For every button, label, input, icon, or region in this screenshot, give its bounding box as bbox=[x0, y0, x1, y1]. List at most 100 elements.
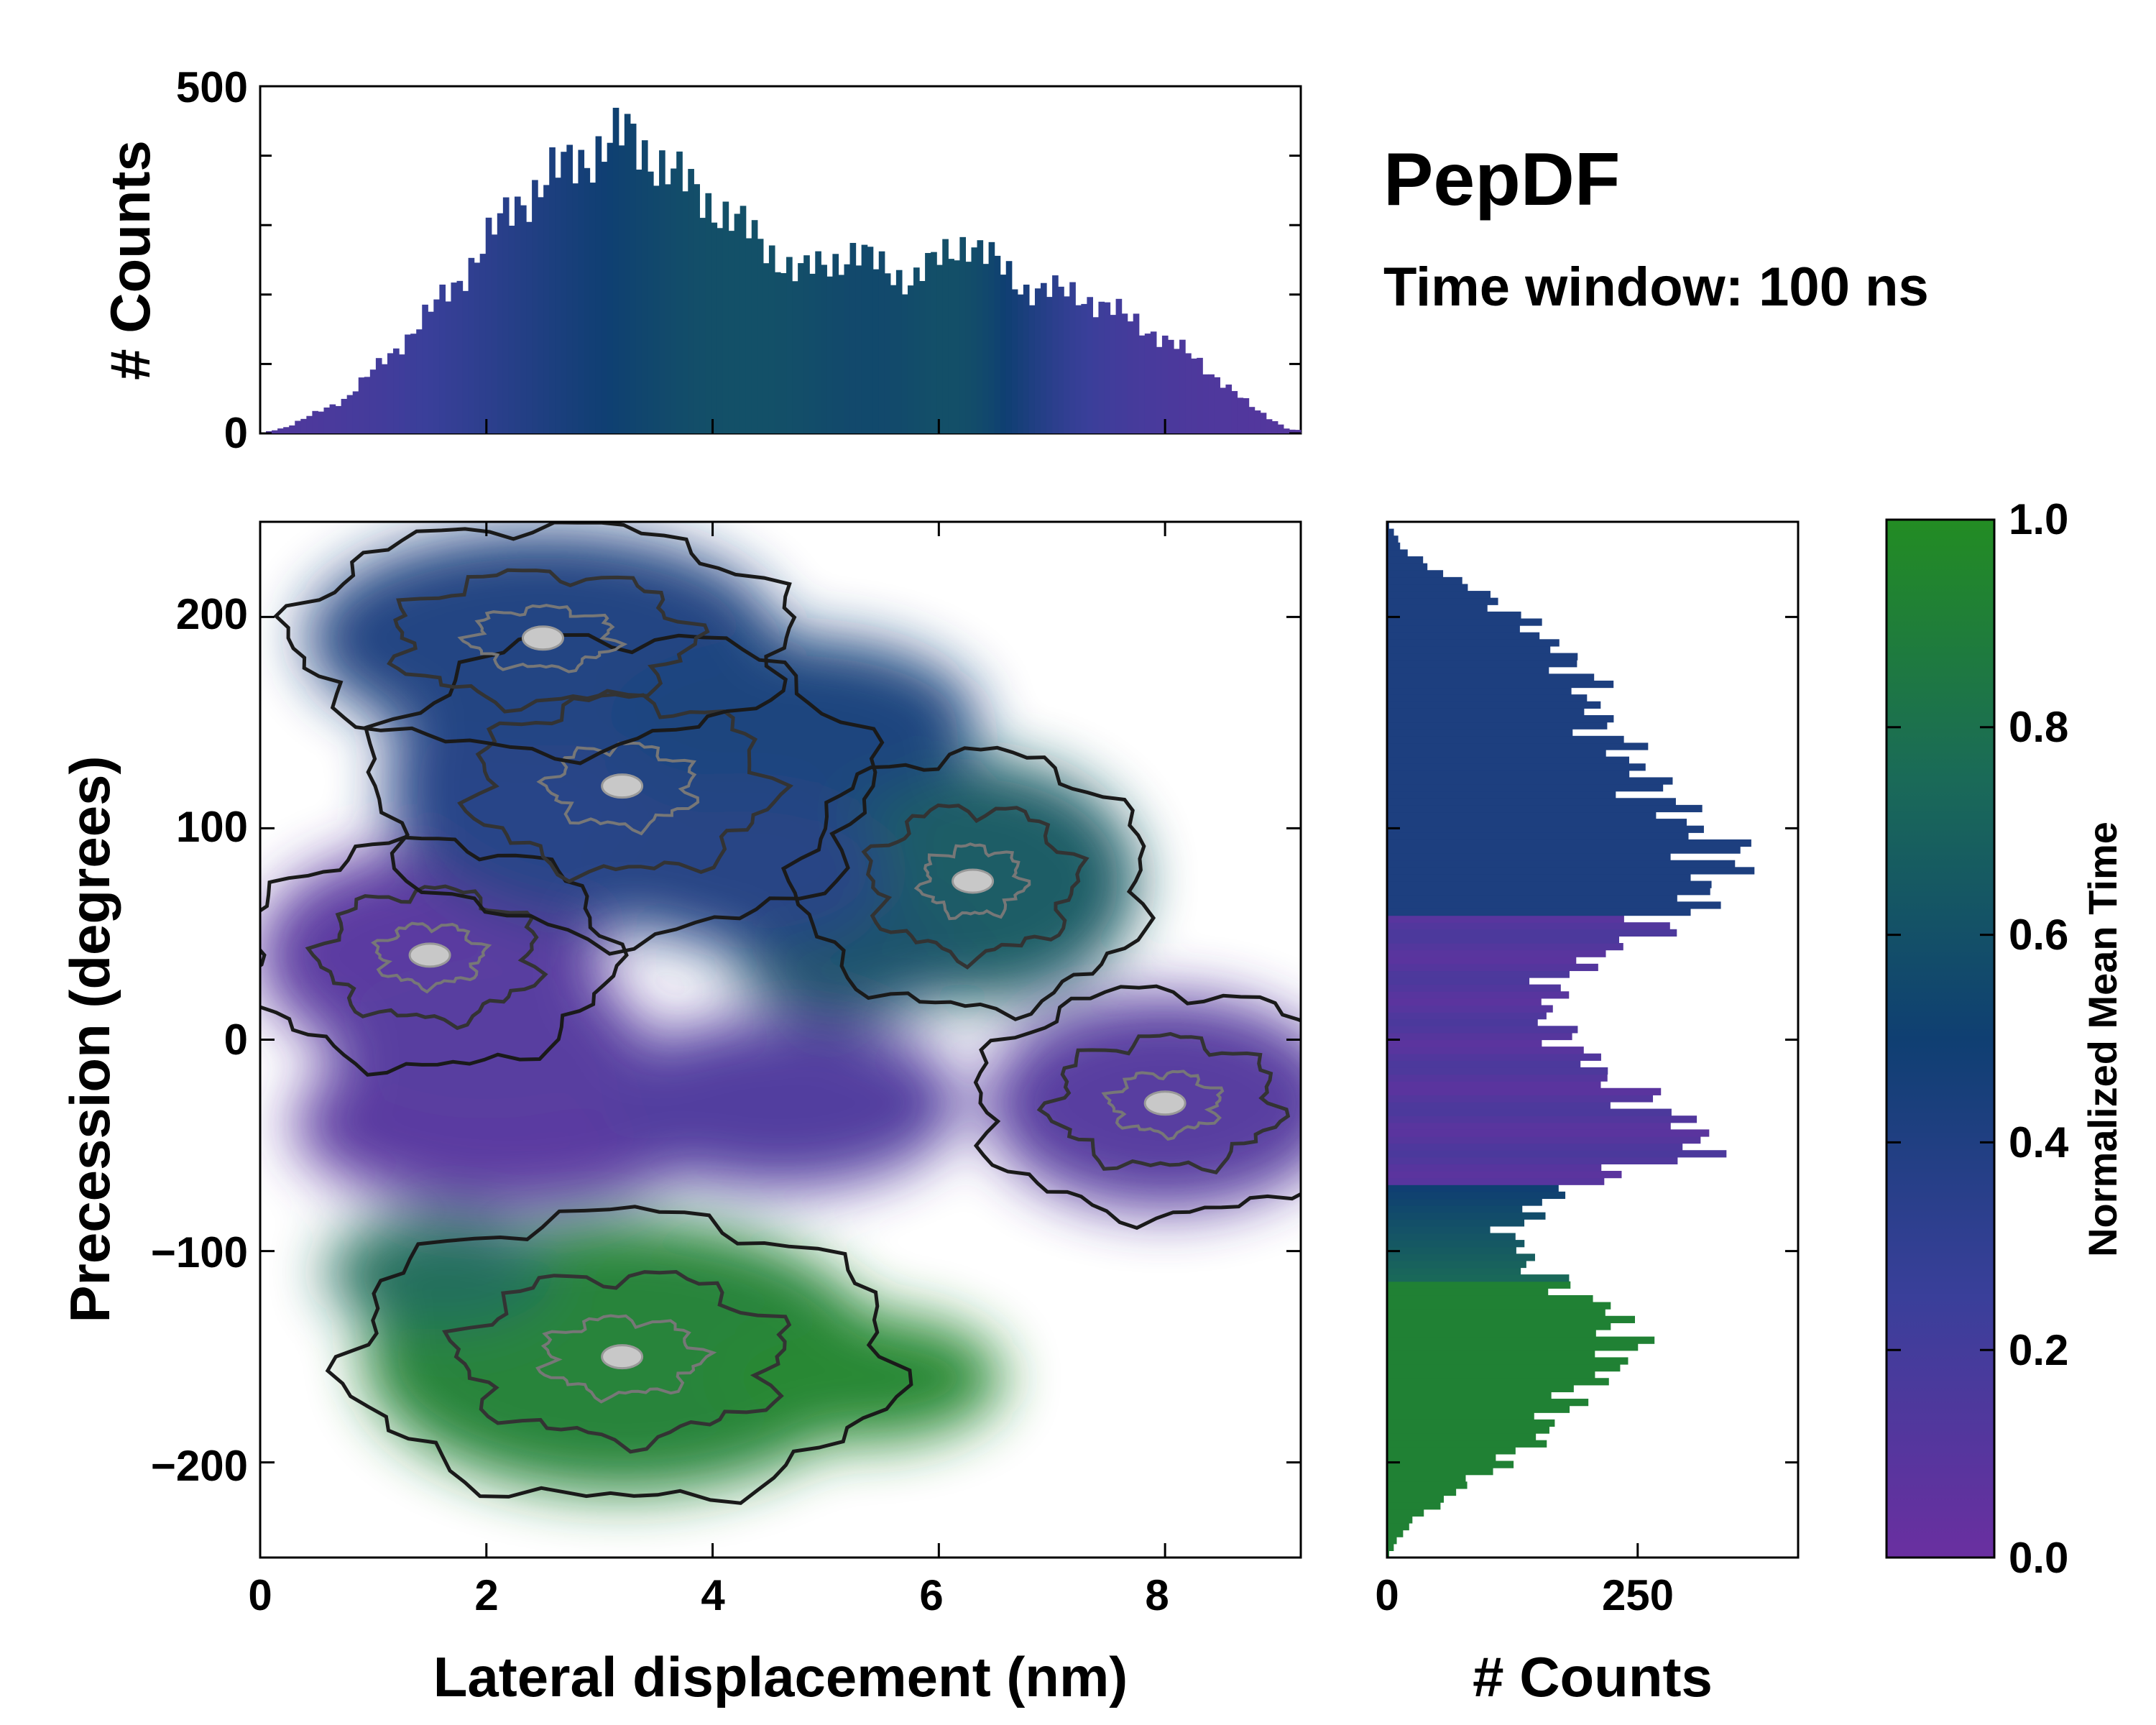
top-hist-bar bbox=[647, 171, 654, 433]
colorbar: 0.0 0.2 0.4 0.6 0.8 1.0 Normalized Mean … bbox=[1885, 495, 2125, 1582]
right-hist-bar bbox=[1387, 1550, 1390, 1558]
top-hist-bar bbox=[768, 245, 775, 433]
top-hist-bar bbox=[451, 282, 458, 433]
right-hist-bar bbox=[1387, 860, 1736, 868]
right-hist-bar bbox=[1387, 825, 1704, 833]
right-hist-bar bbox=[1387, 1453, 1496, 1462]
right-hist-bar bbox=[1387, 742, 1649, 750]
right-hist-bar bbox=[1387, 1136, 1701, 1144]
xtick-0: 0 bbox=[248, 1571, 272, 1619]
top-hist-bar bbox=[1271, 420, 1279, 433]
top-hist-bar bbox=[277, 428, 284, 433]
right-hist-bar bbox=[1387, 949, 1606, 957]
right-hist-bar bbox=[1387, 804, 1703, 813]
right-hist-bar bbox=[1387, 867, 1755, 875]
right-hist-bar bbox=[1387, 735, 1624, 744]
top-hist-bar bbox=[1208, 374, 1215, 433]
right-hist-bar bbox=[1387, 846, 1741, 854]
top-hist-bar bbox=[1138, 335, 1146, 433]
right-hist-bar bbox=[1387, 1274, 1570, 1282]
top-hist-bar bbox=[1000, 275, 1007, 433]
top-hist-bar bbox=[1005, 261, 1013, 433]
cb-tick-0.8: 0.8 bbox=[2009, 703, 2068, 751]
top-hist-bar bbox=[595, 136, 602, 433]
top-hist-bar bbox=[295, 420, 301, 433]
right-hist-bar bbox=[1387, 528, 1394, 536]
top-hist-bar bbox=[763, 263, 770, 433]
top-hist-bar bbox=[485, 217, 492, 433]
heatmap-cluster-early-right bbox=[985, 995, 1301, 1211]
top-hist-bar bbox=[1167, 339, 1174, 433]
right-hist-bar bbox=[1387, 694, 1588, 702]
right-hist-bar bbox=[1387, 1488, 1457, 1496]
right-hist-bar bbox=[1387, 978, 1530, 985]
right-hist-bar bbox=[1387, 1067, 1608, 1075]
right-histogram: 0 250 # Counts bbox=[1375, 520, 1800, 1708]
right-hist-bar bbox=[1387, 618, 1542, 626]
right-hist-bar bbox=[1387, 563, 1428, 571]
top-hist-bar bbox=[1266, 419, 1273, 433]
contour-outer-early-left bbox=[260, 835, 629, 1077]
hotspot-mid-top bbox=[601, 773, 644, 799]
top-hist-bar bbox=[895, 270, 903, 433]
top-hist-bar bbox=[283, 427, 290, 433]
right-hist-bar bbox=[1387, 1294, 1593, 1303]
right-hist-bar bbox=[1387, 763, 1646, 771]
right-hist-bar bbox=[1387, 880, 1712, 888]
right-hist-bar bbox=[1387, 1184, 1559, 1192]
hotspot-late-mid bbox=[952, 868, 995, 894]
top-hist-bar bbox=[1098, 301, 1105, 433]
ytick-m100: −100 bbox=[151, 1228, 248, 1276]
top-hist-bar bbox=[375, 358, 382, 433]
top-hist-bar bbox=[954, 260, 960, 433]
right-hist-bar bbox=[1387, 1516, 1413, 1524]
top-hist-bar bbox=[1277, 424, 1284, 433]
top-hist-bar bbox=[705, 193, 712, 433]
right-hist-bar bbox=[1387, 1122, 1671, 1130]
right-hist-bar bbox=[1387, 576, 1462, 585]
hotspot-mid-upper bbox=[521, 625, 564, 651]
top-hist-bar bbox=[405, 334, 411, 433]
top-hist-bar bbox=[1214, 377, 1220, 433]
right-hist-bar bbox=[1387, 1405, 1570, 1413]
right-hist-bar bbox=[1387, 1357, 1628, 1365]
contour-outer-early-right bbox=[973, 984, 1301, 1230]
top-hist-bar bbox=[369, 369, 377, 433]
top-hist-bar bbox=[468, 257, 475, 433]
contour-outer-mid-upper bbox=[273, 522, 797, 765]
cb-tick-0.4: 0.4 bbox=[2009, 1118, 2069, 1167]
right-hist-bar bbox=[1387, 1460, 1514, 1468]
hotspot-end-bottom bbox=[601, 1344, 644, 1370]
hotspot-early-right bbox=[1143, 1090, 1187, 1116]
right-hist-bar bbox=[1387, 1026, 1578, 1034]
top-hist-bar bbox=[323, 407, 331, 433]
right-hist-bar bbox=[1387, 1032, 1572, 1041]
contour-mid-mid-top bbox=[457, 692, 794, 884]
top-hist-bar bbox=[872, 269, 880, 433]
right-hist-bar bbox=[1387, 708, 1585, 716]
top-hist-bar bbox=[734, 213, 741, 433]
contour-outer-end-bottom bbox=[325, 1205, 913, 1505]
top-hist-bar bbox=[959, 236, 967, 433]
right-hist-bar bbox=[1387, 1198, 1542, 1206]
right-hist-bar bbox=[1387, 1108, 1672, 1116]
contour-mid-end-bottom bbox=[442, 1269, 792, 1454]
top-hist-bar bbox=[682, 191, 688, 433]
top-hist-bar bbox=[722, 201, 729, 433]
top-hist-bar bbox=[428, 311, 434, 433]
right-hist-bar bbox=[1387, 632, 1540, 640]
top-hist-bar bbox=[659, 150, 665, 433]
right-hist-bar bbox=[1387, 750, 1606, 758]
top-hist-bar bbox=[1121, 313, 1128, 433]
right-hist-bar bbox=[1387, 1399, 1589, 1407]
top-hist-bar bbox=[1254, 410, 1261, 433]
top-hist-bar bbox=[1161, 335, 1169, 433]
right-hist-bar bbox=[1387, 991, 1570, 999]
top-hist-bar bbox=[803, 255, 810, 433]
right-hist-bar bbox=[1387, 722, 1608, 730]
top-hist-bar bbox=[890, 285, 897, 433]
right-hist-bar bbox=[1387, 798, 1676, 806]
top-hist-bar bbox=[1092, 317, 1100, 433]
right-hist-bar bbox=[1387, 1060, 1581, 1068]
top-hist-bar bbox=[607, 142, 614, 433]
